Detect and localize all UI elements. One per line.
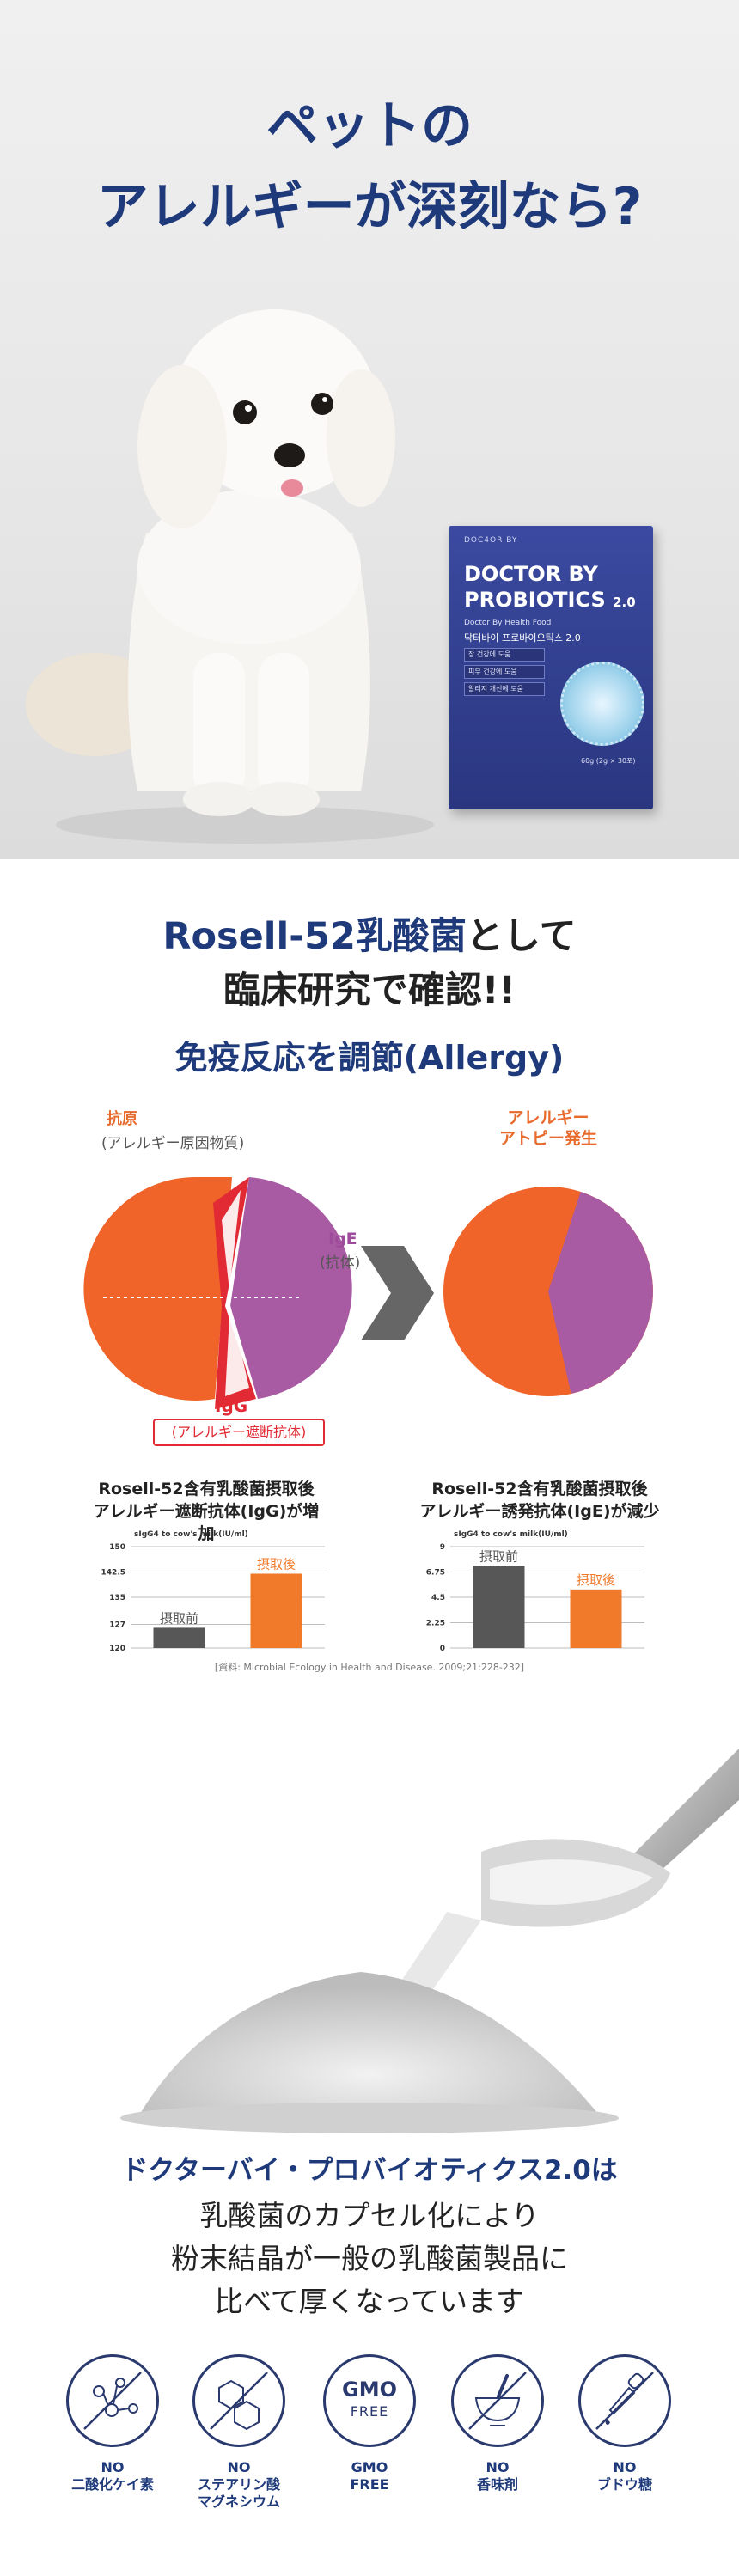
box-tag: 알러지 개선에 도움 [464,682,545,696]
y-axis-label: sIgG4 to cow's milk(IU/ml) [134,1530,248,1539]
box-korean-name: 닥터바이 프로바이오틱스 2.0 [464,632,581,644]
y-tick-label: 2.25 [426,1620,445,1628]
ige-sublabel: (抗体) [320,1254,361,1272]
antigen-label: 抗原 [107,1110,137,1128]
feature-no-magnesium-stearate: NO ステアリン酸 マグネシウム [192,2354,286,2511]
igg-label: IgG [215,1395,248,1416]
study-brand: Rosell-52乳酸菌 [162,915,467,958]
feature-label-line1: NO [227,2459,251,2475]
antigen-pie-slice [83,1176,232,1401]
y-tick-label: 135 [109,1594,125,1602]
feature-label-line1: GMO [351,2459,388,2475]
result-line2: アトピー発生 [498,1129,597,1148]
ige-label: IgE [328,1230,357,1248]
box-name-main: PROBIOTICS [464,588,606,612]
chart1-title: Rosell-52含有乳酸菌摂取後 アレルギー遮断抗体(IgG)が増加 [86,1478,327,1545]
chart1-title-line1: Rosell-52含有乳酸菌摂取後 [98,1480,315,1499]
bar [250,1573,302,1648]
feature-label-line2: FREE [350,2476,389,2493]
feature-label-line2: ステアリン酸 [197,2476,280,2493]
y-axis-label: sIgG4 to cow's milk(IU/ml) [454,1530,568,1539]
y-tick-label: 4.5 [431,1594,445,1602]
pitch-line2: 乳酸菌のカプセル化により [199,2199,540,2232]
result-line1: アレルギー [507,1108,589,1127]
pitch-line4: 比べて厚くなっています [214,2285,525,2318]
feature-label-line2: ブドウ糖 [596,2476,652,2493]
feature-label: NO ブドウ糖 [577,2459,672,2494]
box-name-line2: PROBIOTICS 2.0 [464,588,636,612]
feature-label-line1: NO [486,2459,510,2475]
hero-title-line1: ペットの [266,96,473,156]
dog-photo [26,309,434,844]
box-version: 2.0 [613,595,636,610]
y-tick-label: 120 [109,1645,125,1653]
feature-no-glucose: NO ブドウ糖 [577,2354,672,2494]
bar-category-label: 摂取後 [577,1572,615,1588]
feature-label-line1: NO [613,2459,637,2475]
bar [473,1566,525,1648]
ige-bar-chart: sIgG4 to cow's milk(IU/ml) 9 6.75 4.5 2.25 0 摂… [426,1530,644,1653]
box-net-weight: 60g (2g × 30포) [581,757,636,765]
gmo-badge-line1: GMO [342,2378,397,2402]
chart2-title-line1: Rosell-52含有乳酸菌摂取後 [431,1480,648,1499]
feature-label: NO 二酸化ケイ素 [65,2459,160,2494]
powder-spoon-photo [120,1749,739,2133]
antigen-sublabel: (アレルギー原因物質) [101,1135,245,1152]
source-citation: [資料: Microbial Ecology in Health and Dis… [214,1662,525,1673]
hexagon-icon [192,2354,285,2447]
result-pie-purple [548,1191,653,1395]
ige-pie-slice [230,1177,352,1399]
bar-category-label: 摂取後 [257,1556,296,1572]
bar [153,1627,205,1648]
gmo-badge-line2: FREE [350,2403,389,2420]
igg-sublabel: (アレルギー遮断抗体) [153,1419,325,1446]
bar-category-label: 摂取前 [160,1610,198,1626]
box-tag: 장 건강에 도움 [464,648,545,662]
y-tick-label: 9 [440,1543,445,1552]
pitch-line3: 粉末結晶が一般の乳酸菌製品に [171,2242,568,2275]
y-tick-label: 6.75 [426,1569,445,1578]
feature-label-line3: マグネシウム [197,2494,280,2510]
hero-section: ペットの アレルギーが深刻なら? DOC4OR BY DOCTOR BY PRO… [0,0,739,859]
y-tick-label: 142.5 [101,1569,125,1578]
study-heading-line2: 臨床研究で確認!! [223,969,516,1012]
box-seal-icon [560,662,644,746]
molecule-icon [66,2354,159,2447]
feature-label-line2: 香味剤 [476,2476,518,2493]
immune-diagram [83,1176,653,1409]
y-tick-label: 127 [109,1621,125,1629]
box-subtitle: Doctor By Health Food [464,619,552,627]
box-brand-top: DOC4OR BY [464,536,518,545]
chart1-title-line2: アレルギー遮断抗体(IgG)が増加 [93,1502,320,1543]
feature-label: GMO FREE [322,2459,417,2494]
feature-label-line1: NO [101,2459,125,2475]
mortar-icon [451,2354,544,2447]
bar [570,1589,622,1648]
arrow-chevron-icon [361,1246,434,1340]
y-tick-label: 0 [440,1645,445,1653]
section-title: 免疫反応を調節(Allergy) [174,1039,565,1077]
hero-title-line2: アレルギーが深刻なら? [96,177,643,237]
product-box: DOC4OR BY DOCTOR BY PROBIOTICS 2.0 Docto… [449,526,653,809]
bar-category-label: 摂取前 [479,1548,518,1564]
feature-no-flavoring: NO 香味剤 [450,2354,545,2494]
study-heading-line1: Rosell-52乳酸菌として [0,906,739,960]
igg-bar-chart: sIgG4 to cow's milk(IU/ml) 150 142.5 135 127… [101,1530,325,1653]
box-name-line1: DOCTOR BY [464,562,598,586]
feature-label-line2: 二酸化ケイ素 [71,2476,154,2493]
feature-gmo-free: GMO FREE GMO FREE [322,2354,417,2494]
feature-label: NO 香味剤 [450,2459,545,2494]
feature-no-silicon-dioxide: NO 二酸化ケイ素 [65,2354,160,2494]
pitch-headline: ドクターバイ・プロバイオティクス2.0は [121,2155,618,2186]
y-tick-label: 150 [109,1543,125,1552]
box-tag: 피부 건강에 도움 [464,665,545,679]
dropper-icon [578,2354,671,2447]
chart2-title-line2: アレルギー誘発抗体(IgE)が減少 [419,1502,660,1521]
gmo-free-icon: GMO FREE [323,2354,416,2447]
chart2-title: Rosell-52含有乳酸菌摂取後 アレルギー誘発抗体(IgE)が減少 [411,1478,669,1523]
study-heading-rest: として [466,915,577,958]
feature-label: NO ステアリン酸 マグネシウム [192,2459,286,2511]
